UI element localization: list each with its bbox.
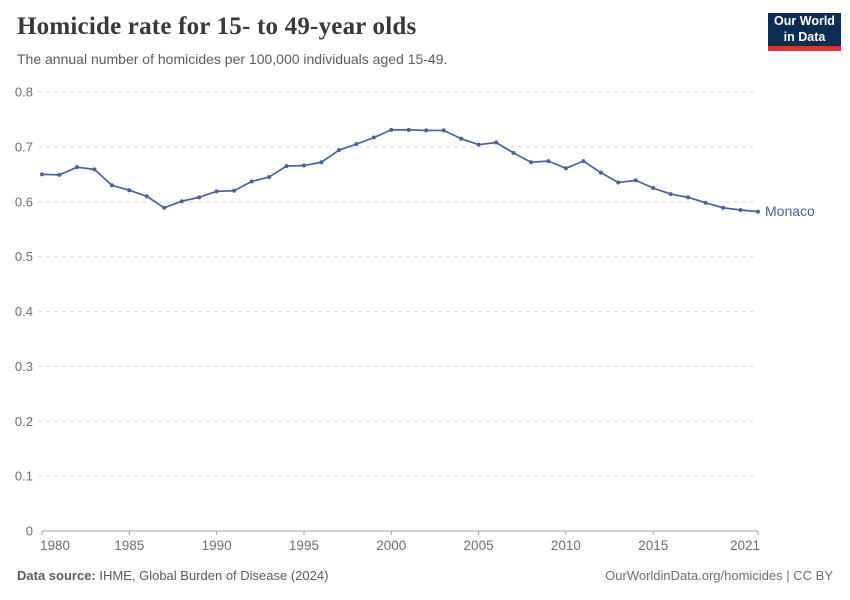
data-point (40, 172, 44, 177)
data-point (179, 199, 184, 204)
data-source-label: Data source: (17, 568, 96, 583)
page-title: Homicide rate for 15- to 49-year olds (17, 13, 417, 40)
data-point (249, 179, 254, 184)
data-point (336, 148, 341, 153)
y-tick-label: 0.7 (15, 139, 33, 154)
y-tick-label: 0.8 (15, 85, 33, 100)
data-point (232, 188, 237, 193)
data-point (616, 180, 621, 185)
data-point (127, 188, 132, 193)
data-point (476, 142, 481, 147)
x-tick-label: 2005 (464, 538, 494, 553)
x-tick-label: 2021 (730, 538, 760, 553)
x-tick-label: 1985 (114, 538, 144, 553)
data-point (406, 127, 411, 132)
data-point (354, 142, 359, 147)
owid-logo: Our World in Data (768, 13, 841, 51)
x-tick-label: 1990 (202, 538, 232, 553)
credit-text: OurWorldinData.org/homicides | CC BY (605, 568, 833, 583)
data-point (162, 205, 167, 210)
owid-logo-line2: in Data (783, 29, 826, 44)
data-point (738, 207, 743, 212)
data-point (703, 200, 708, 205)
data-point (371, 135, 376, 140)
chart-subtitle: The annual number of homicides per 100,0… (17, 51, 448, 67)
data-point (598, 170, 603, 175)
data-point (546, 159, 551, 164)
data-point (686, 195, 691, 200)
data-point (57, 172, 62, 177)
data-point (721, 205, 726, 210)
y-tick-label: 0.1 (15, 469, 33, 484)
y-tick-label: 0.4 (15, 304, 33, 319)
data-point (267, 175, 272, 180)
data-point (581, 159, 586, 164)
data-point (214, 189, 219, 194)
y-tick-label: 0.6 (15, 194, 33, 209)
y-tick-label: 0 (26, 524, 33, 539)
data-point (528, 160, 533, 165)
data-source-value: IHME, Global Burden of Disease (2024) (99, 568, 329, 583)
data-point (424, 128, 429, 133)
data-point (563, 166, 568, 171)
chart-footer: Data source: IHME, Global Burden of Dise… (17, 568, 833, 583)
owid-logo-line1: Our World (774, 13, 835, 28)
y-tick-label: 0.2 (15, 414, 33, 429)
series-line (41, 129, 759, 213)
y-tick-label: 0.3 (15, 359, 33, 374)
x-tick-label: 2000 (376, 538, 406, 553)
data-point (144, 194, 149, 199)
data-point (92, 167, 97, 172)
y-tick-label: 0.5 (15, 249, 33, 264)
data-point (284, 164, 289, 169)
data-point (651, 186, 656, 191)
x-tick-label: 2015 (638, 538, 668, 553)
data-point (668, 192, 673, 197)
data-point (459, 136, 464, 141)
x-tick-label: 1995 (289, 538, 319, 553)
data-point (441, 128, 446, 133)
data-source: Data source: IHME, Global Burden of Dise… (17, 568, 328, 583)
data-point (756, 209, 760, 214)
data-point (109, 183, 114, 188)
x-tick-label: 2010 (551, 538, 581, 553)
data-point (301, 163, 306, 168)
data-point (74, 165, 79, 170)
data-point (197, 195, 202, 200)
data-point (633, 178, 638, 183)
series-label: Monaco (765, 203, 815, 219)
data-point (511, 150, 516, 155)
data-point (319, 160, 324, 165)
data-point (494, 140, 499, 145)
x-tick-label: 1980 (40, 538, 70, 553)
data-point (389, 127, 394, 132)
